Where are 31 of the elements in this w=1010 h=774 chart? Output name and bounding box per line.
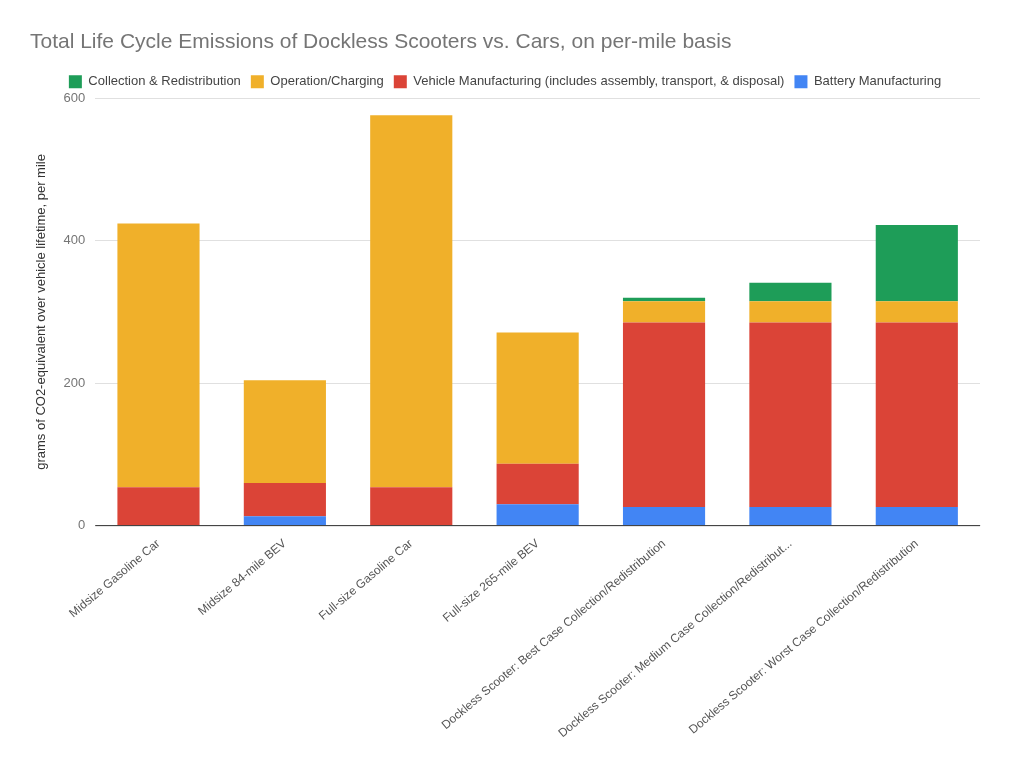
- y-tick-label: 0: [78, 517, 86, 533]
- bar: [749, 507, 832, 526]
- y-tick-label: 200: [63, 374, 86, 390]
- y-tick-label: 600: [63, 89, 86, 105]
- bar: [496, 332, 579, 464]
- bar: [749, 322, 832, 508]
- bar: [370, 115, 453, 488]
- bar: [875, 301, 958, 323]
- bar: [622, 507, 706, 526]
- bar: [496, 463, 579, 505]
- bar: [875, 507, 958, 526]
- bar: [622, 322, 706, 508]
- bar: [117, 223, 200, 488]
- bar: [370, 487, 453, 526]
- bar: [875, 225, 958, 302]
- bar: [496, 504, 579, 526]
- legend-label: Operation/Charging: [270, 73, 384, 89]
- bar: [875, 322, 958, 508]
- legend-label: Vehicle Manufacturing (includes assembly, transport, & disposal): [413, 73, 785, 89]
- bar: [243, 516, 326, 526]
- bar: [622, 301, 706, 323]
- legend-label: Collection & Redistribution: [88, 73, 241, 89]
- y-axis-title: grams of CO2-equivalent over vehicle lifetime, per mile: [33, 154, 49, 470]
- bar: [749, 301, 832, 323]
- chart-title: Total Life Cycle Emissions of Dockless Scooters vs. Cars, on per-mile basis: [30, 29, 732, 53]
- bar: [243, 482, 326, 517]
- bar: [749, 282, 832, 302]
- y-tick-label: 400: [63, 232, 86, 248]
- bar: [117, 487, 200, 526]
- legend-label: Battery Manufacturing: [813, 73, 942, 89]
- bar: [243, 380, 326, 483]
